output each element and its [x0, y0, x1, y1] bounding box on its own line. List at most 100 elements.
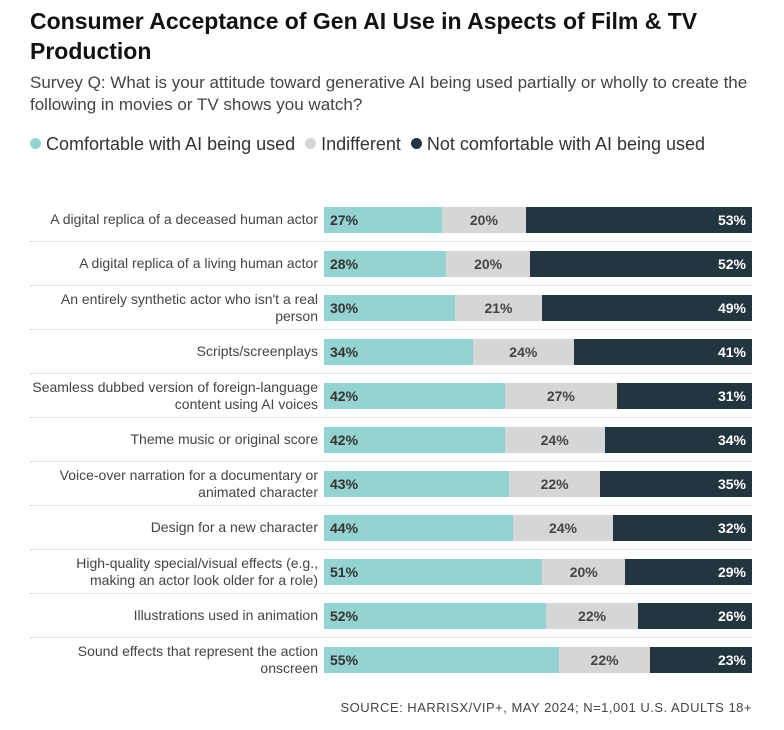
bar-row: A digital replica of a deceased human ac…	[30, 198, 752, 242]
value-label: 32%	[717, 519, 747, 536]
value-label: 20%	[569, 563, 598, 580]
value-label: 23%	[717, 652, 746, 668]
bar-segment: 20%	[446, 250, 530, 277]
value-label: 20%	[474, 255, 503, 272]
bar-segment: 43%	[324, 470, 509, 497]
bar-segment: 52%	[529, 250, 752, 277]
value-label: 30%	[330, 299, 359, 316]
value-label: 28%	[330, 255, 359, 272]
bar-segment: 34%	[604, 426, 752, 453]
value-label: 26%	[717, 607, 746, 624]
chart-subtitle: Survey Q: What is your attitude toward g…	[30, 73, 748, 114]
bar-row: Design for a new character 44% 24% 32%	[30, 506, 753, 550]
bar-track: 27% 20% 53%	[324, 206, 752, 233]
source-note: SOURCE: HARRISX/VIP+, MAY 2024; N=1,001 …	[340, 700, 752, 715]
value-label: 34%	[330, 343, 359, 360]
bar-segment: 44%	[324, 514, 514, 541]
bar-segment: 35%	[600, 470, 752, 497]
bar-track: 42% 27% 31%	[324, 382, 752, 409]
bar-segment: 53%	[525, 206, 752, 233]
bar-row: A digital replica of a living human acto…	[30, 242, 752, 286]
category-label: Scripts/screenplays	[196, 343, 318, 359]
bar-segment: 28%	[324, 250, 447, 277]
legend-swatch	[305, 138, 317, 149]
bar-segment: 22%	[546, 602, 638, 629]
bar-segment: 32%	[612, 514, 753, 541]
bar-segment: 20%	[442, 206, 526, 233]
category-label: Seamless dubbed version of foreign-langu…	[32, 378, 318, 412]
bar-segment: 55%	[324, 647, 559, 673]
category-label: Voice-over narration for a documentary o…	[59, 466, 318, 500]
bar-segment: 22%	[558, 647, 651, 673]
value-label: 53%	[717, 211, 746, 228]
bar-segment: 24%	[504, 426, 605, 453]
value-label: 42%	[330, 387, 359, 404]
value-label: 35%	[717, 475, 746, 492]
value-label: 34%	[717, 431, 746, 448]
bar-track: 34% 24% 41%	[324, 338, 752, 365]
bar-segment: 51%	[324, 558, 543, 585]
legend-label: Indifferent	[321, 134, 401, 154]
bar-segment: 42%	[324, 382, 505, 409]
bar-segment: 31%	[617, 382, 752, 409]
bar-row: Scripts/screenplays 34% 24% 41%	[30, 330, 752, 374]
bar-segment: 42%	[324, 426, 505, 453]
bar-track: 43% 22% 35%	[324, 470, 752, 497]
value-label: 20%	[469, 211, 498, 228]
legend: Comfortable with AI being used Indifferen…	[30, 130, 730, 159]
value-label: 49%	[717, 299, 746, 316]
bar-row: Theme music or original score 42% 24% 34%	[30, 418, 752, 462]
bar-segment: 34%	[324, 338, 473, 365]
bar-row: Sound effects that represent the action …	[30, 638, 752, 682]
value-label: 24%	[509, 343, 538, 360]
category-label: A digital replica of a deceased human ac…	[50, 211, 318, 227]
legend-item: Indifferent	[305, 134, 401, 154]
bar-segment: 24%	[513, 514, 613, 541]
bar-track: 44% 24% 32%	[324, 514, 753, 541]
bar-segment: 26%	[637, 602, 752, 629]
value-label: 22%	[590, 652, 619, 668]
bar-segment: 27%	[504, 382, 618, 409]
legend-item: Comfortable with AI being used	[30, 134, 295, 154]
value-label: 27%	[546, 387, 575, 404]
bar-track: 30% 21% 49%	[324, 294, 752, 321]
value-label: 42%	[330, 431, 359, 448]
bar-segment: 22%	[508, 470, 601, 497]
bar-segment: 20%	[542, 558, 626, 585]
bar-segment: 49%	[542, 294, 752, 321]
value-label: 52%	[330, 607, 359, 624]
category-label: High-quality special/visual effects (e.g…	[76, 554, 318, 588]
bar-segment: 52%	[324, 602, 547, 629]
bar-row: Seamless dubbed version of foreign-langu…	[30, 374, 752, 418]
bar-segment: 41%	[573, 338, 752, 365]
legend-item: Not comfortable with AI being used	[410, 134, 705, 154]
legend-label: Comfortable with AI being used	[46, 134, 296, 154]
bar-track: 51% 20% 29%	[324, 558, 752, 585]
value-label: 21%	[484, 299, 513, 316]
chart-title: Consumer Acceptance of Gen AI Use in Asp…	[30, 8, 698, 64]
value-label: 24%	[548, 519, 577, 536]
category-label: Sound effects that represent the action …	[77, 643, 318, 676]
value-label: 27%	[330, 211, 359, 228]
bar-track: 55% 22% 23%	[324, 647, 752, 673]
bar-segment: 30%	[324, 294, 455, 321]
value-label: 22%	[540, 475, 569, 492]
legend-swatch	[30, 138, 41, 149]
value-label: 52%	[717, 255, 746, 272]
value-label: 51%	[330, 563, 359, 580]
value-label: 24%	[540, 431, 569, 448]
bar-row: An entirely synthetic actor who isn't a …	[30, 286, 752, 330]
category-label: Illustrations used in animation	[133, 607, 318, 623]
bar-segment: 27%	[324, 206, 443, 233]
bar-track: 28% 20% 52%	[324, 250, 752, 277]
value-label: 31%	[717, 387, 746, 404]
value-label: 55%	[330, 652, 359, 668]
value-label: 43%	[330, 475, 359, 492]
category-label: Theme music or original score	[130, 431, 318, 447]
category-label: Design for a new character	[150, 519, 318, 535]
bar-row: Voice-over narration for a documentary o…	[30, 462, 752, 506]
bar-row: High-quality special/visual effects (e.g…	[30, 550, 752, 594]
bar-segment: 23%	[650, 647, 752, 673]
category-label: An entirely synthetic actor who isn't a …	[60, 290, 318, 324]
